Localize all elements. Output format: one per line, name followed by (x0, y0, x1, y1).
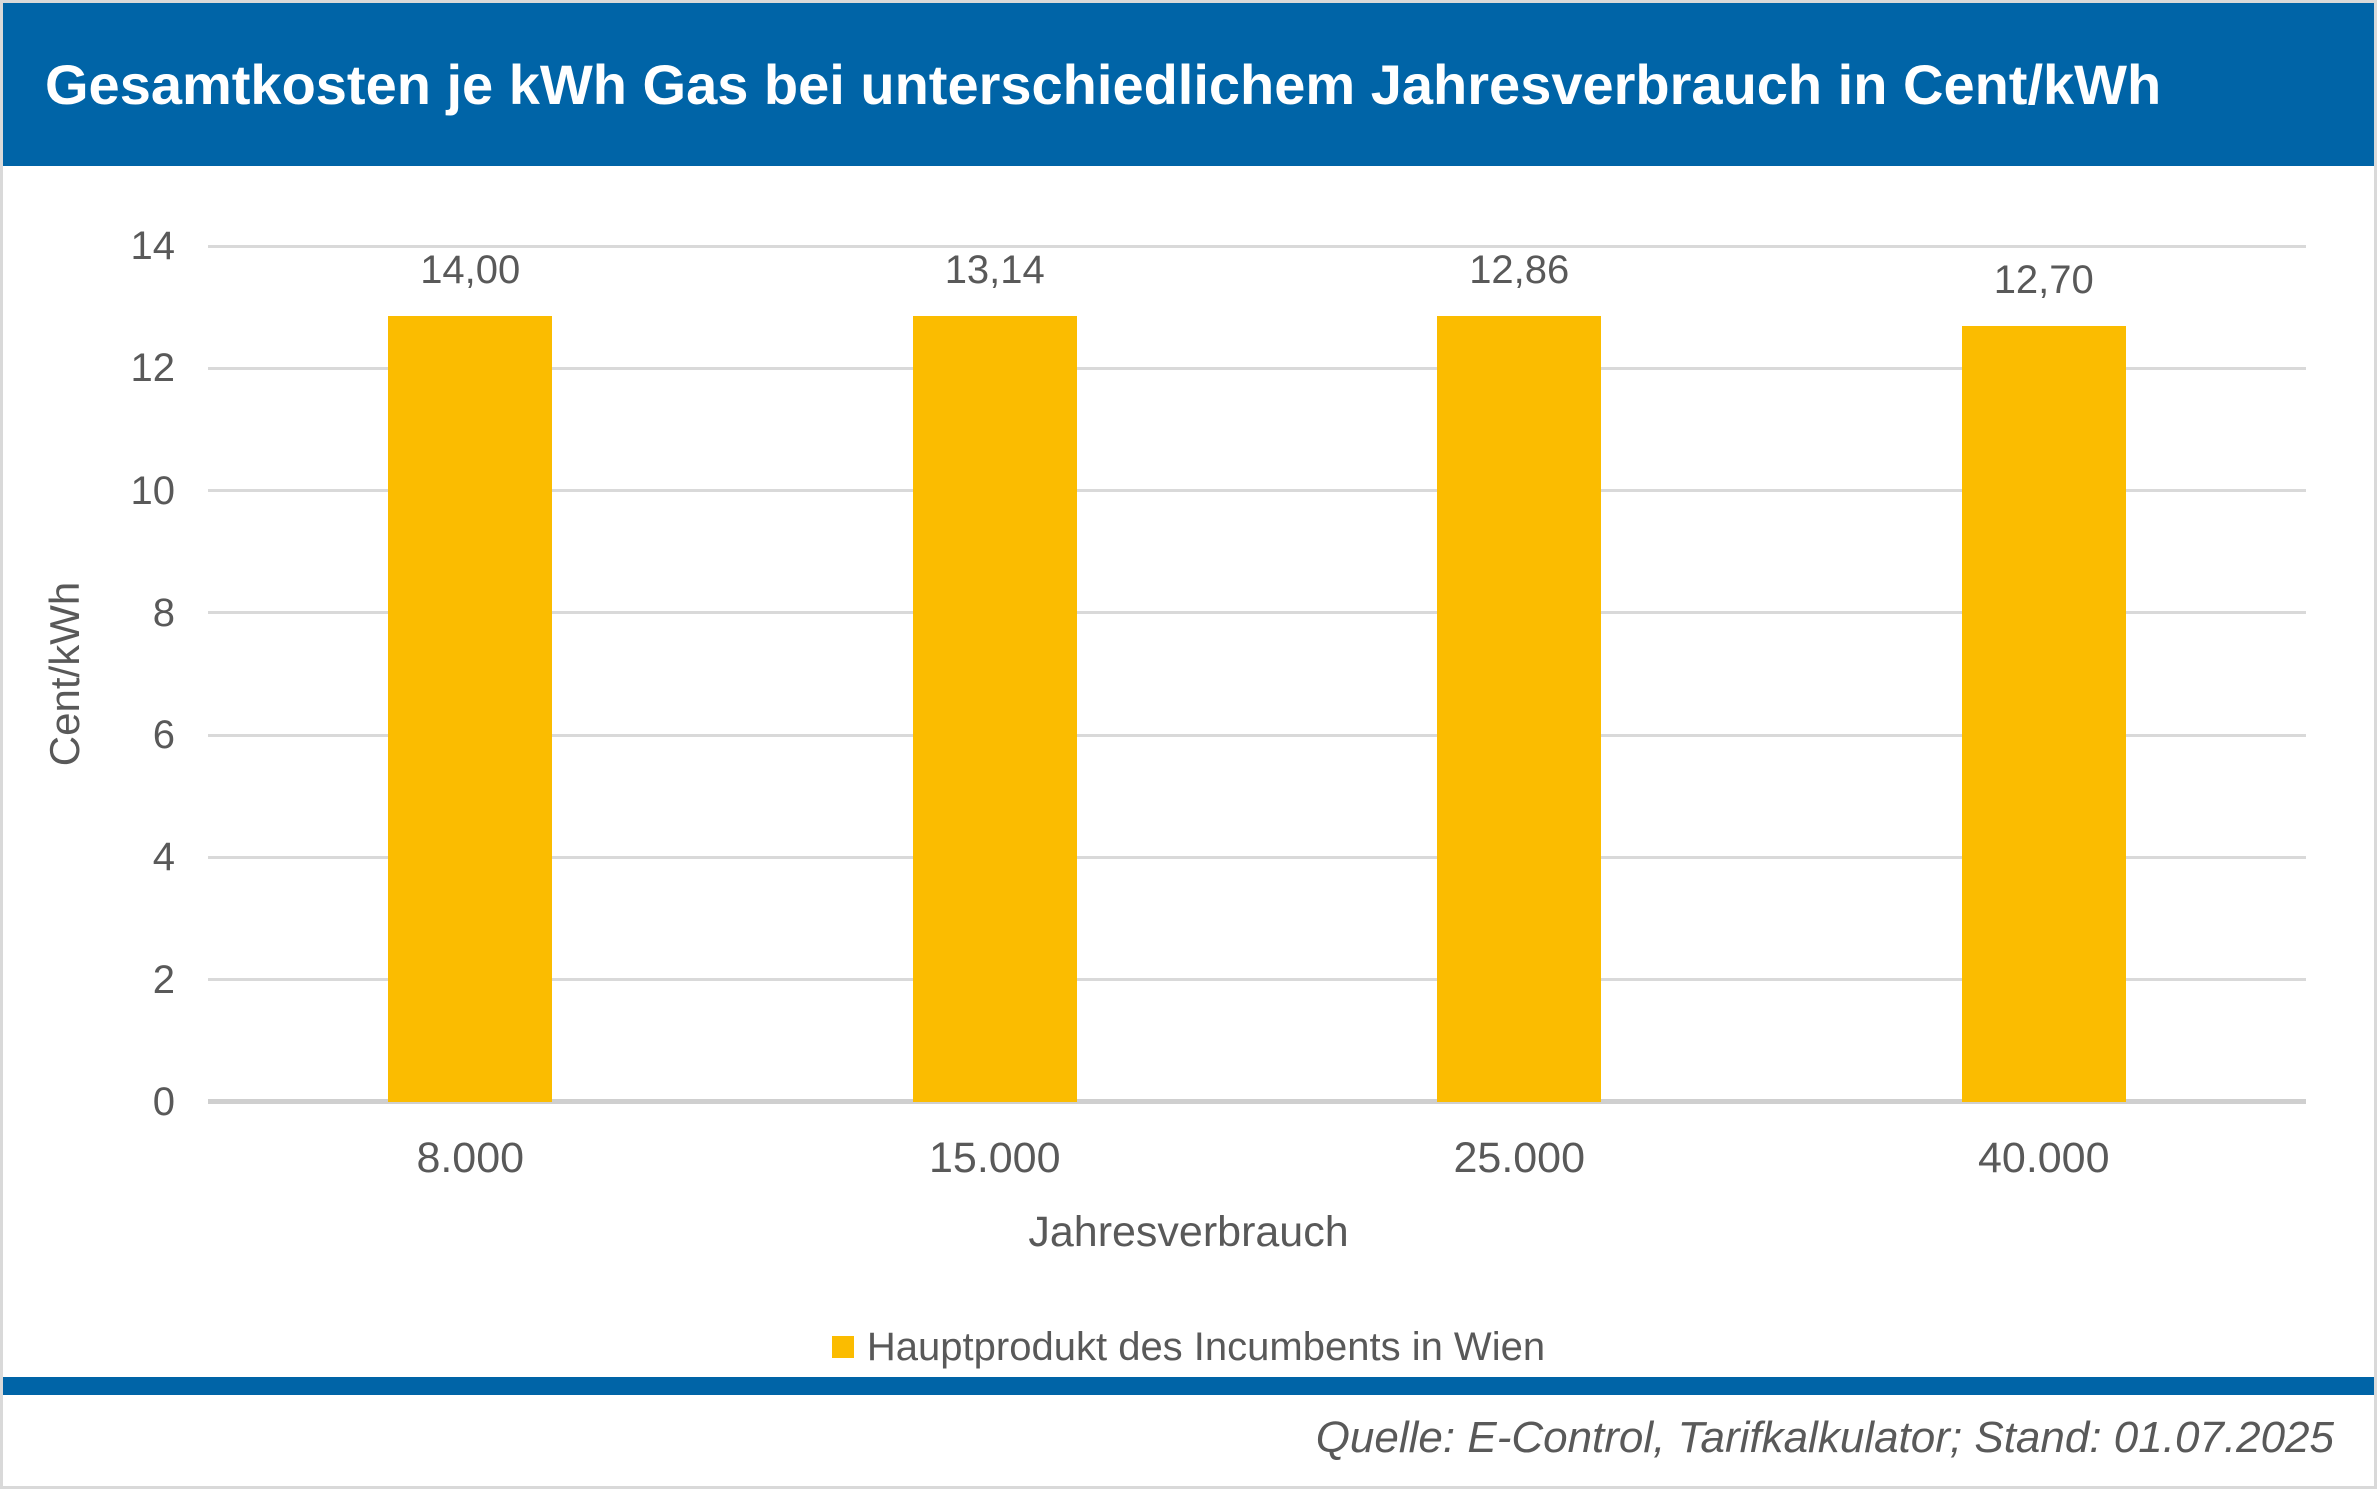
bar (1961, 325, 2126, 1102)
bar (912, 316, 1077, 1102)
bar (388, 316, 553, 1102)
y-tick-label-4: 4 (152, 835, 175, 880)
gridline-4 (208, 855, 2306, 859)
bar-value-label: 13,14 (944, 248, 1045, 292)
y-tick-label-6: 6 (152, 713, 175, 758)
gridline-10 (208, 489, 2306, 493)
bar-slot-15.000: 13,14 (733, 246, 1258, 1102)
y-tick-label-14: 14 (130, 224, 176, 268)
y-axis-tick-labels: 0 2 4 6 8 10 12 14 (3, 224, 176, 1124)
y-tick-label-2: 2 (152, 957, 175, 1002)
x-tick-label: 15.000 (928, 1134, 1061, 1182)
y-tick-label-10: 10 (130, 468, 176, 513)
bar (1437, 316, 1602, 1102)
gridline-8 (208, 611, 2306, 615)
bar-slot-25.000: 12,86 (1257, 246, 1782, 1102)
legend-label: Hauptprodukt des Incumbents in Wien (866, 1324, 1546, 1369)
gridline-6 (208, 733, 2306, 737)
bottom-separator-bar (3, 1377, 2374, 1395)
x-axis-line (208, 1099, 2306, 1104)
chart-title: Gesamtkosten je kWh Gas bei unterschiedl… (45, 53, 2162, 116)
x-tick-label: 25.000 (1453, 1134, 1586, 1182)
bar-series: 14,00 13,14 12,86 12,70 (208, 246, 2306, 1102)
bar-value-label: 14,00 (420, 248, 521, 292)
gridline-2 (208, 978, 2306, 982)
legend-marker-square (831, 1336, 854, 1358)
plot-area: 14,00 13,14 12,86 12,70 (208, 244, 2306, 1104)
gridline-12 (208, 366, 2306, 370)
bar-value-label: 12,70 (1993, 257, 2094, 302)
gridline-14 (208, 244, 2306, 248)
x-tick-label: 40.000 (1977, 1134, 2110, 1182)
x-axis-title: Jahresverbrauch (1028, 1208, 1349, 1256)
legend: Hauptprodukt des Incumbents in Wien (3, 1321, 2374, 1373)
bar-slot-40.000: 12,70 (1782, 246, 2307, 1102)
bar-value-label: 12,86 (1469, 248, 1570, 292)
y-tick-label-12: 12 (130, 346, 176, 391)
source-note: Quelle: E-Control, Tarifkalkulator; Stan… (1315, 1413, 2334, 1462)
x-tick-label: 8.000 (416, 1134, 525, 1182)
bar-slot-8.000: 14,00 (208, 246, 733, 1102)
chart-title-bar: Gesamtkosten je kWh Gas bei unterschiedl… (3, 3, 2374, 166)
x-axis-tick-labels: 8.000 15.000 25.000 40.000 (208, 1102, 2306, 1183)
y-tick-label-0: 0 (152, 1080, 175, 1124)
y-tick-label-8: 8 (152, 590, 175, 635)
